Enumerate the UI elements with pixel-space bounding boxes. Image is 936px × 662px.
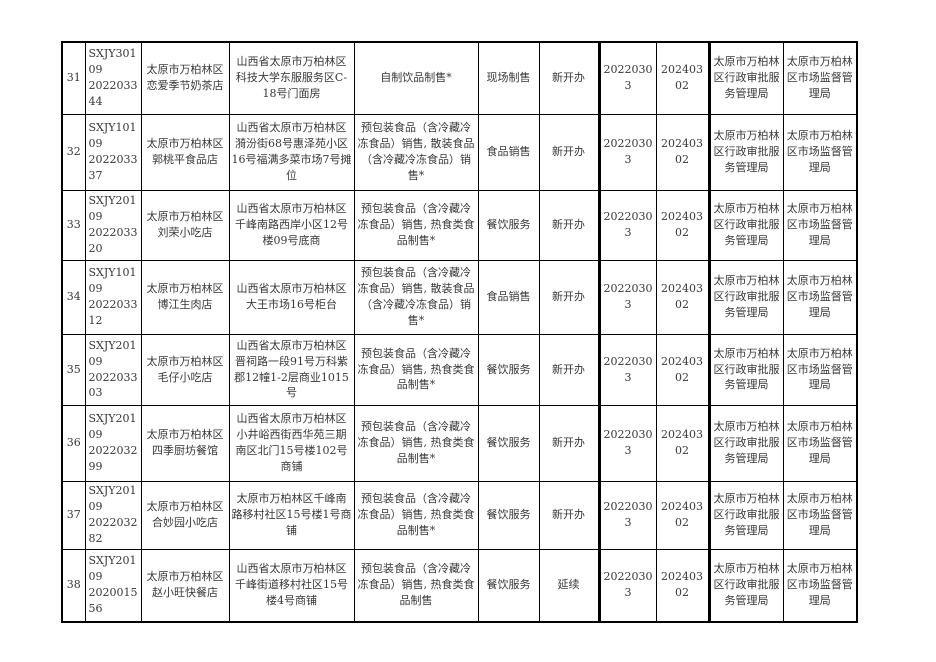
table-row: 36 SXJY20109 202203299 太原市万柏林区四季厨坊餐馆 山西省… [61,404,858,482]
cell-regulatory-authority: 太原市万柏林区市场监督管理局 [782,41,858,115]
cell-operator-name: 太原市万柏林区合妙园小吃店 [140,480,230,550]
cell-license-no: SXJY10109 202203337 [84,113,142,191]
cell-issue-date: 20220303 [597,333,657,406]
license-registry-table: 31 SXJY30109 202203344 太原市万柏林区恋爱季节奶茶店 山西… [61,41,858,623]
cell-license-status: 新开办 [538,41,600,115]
cell-index: 31 [61,41,86,115]
cell-issue-date: 20220303 [597,259,657,335]
cell-regulatory-authority: 太原市万柏林区市场监督管理局 [782,404,858,482]
cell-business-category: 食品销售 [477,259,540,335]
cell-license-status: 新开办 [538,259,600,335]
cell-business-scope: 预包装食品（含冷藏冷冻食品）销售, 热食类食品制售 [353,548,479,623]
cell-operator-name: 太原市万柏林区郭桃平食品店 [140,113,230,191]
cell-regulatory-authority: 太原市万柏林区市场监督管理局 [782,480,858,550]
cell-operator-name: 太原市万柏林区毛仔小吃店 [140,333,230,406]
cell-expiry-date: 20240302 [655,189,710,261]
cell-business-category: 餐饮服务 [477,189,540,261]
cell-issuing-authority: 太原市万柏林区行政审批服务管理局 [707,480,784,550]
cell-operator-name: 太原市万柏林区恋爱季节奶茶店 [140,41,230,115]
cell-business-scope: 自制饮品制售* [353,41,479,115]
table-row: 38 SXJY20109 202001556 太原市万柏林区赵小旺快餐店 山西省… [61,548,858,623]
cell-issuing-authority: 太原市万柏林区行政审批服务管理局 [707,333,784,406]
cell-address: 山西省太原市万柏林区漪汾街68号惠泽苑小区16号福满多菜市场7号摊位 [228,113,355,191]
document-sheet: 31 SXJY30109 202203344 太原市万柏林区恋爱季节奶茶店 山西… [61,41,858,623]
cell-address: 山西省太原市万柏林区小井峪西街西华苑三期南区北门15号楼102号商铺 [228,404,355,482]
cell-business-scope: 预包装食品（含冷藏冷冻食品）销售, 散装食品（含冷藏冷冻食品）销售* [353,113,479,191]
cell-operator-name: 太原市万柏林区赵小旺快餐店 [140,548,230,623]
table-row: 31 SXJY30109 202203344 太原市万柏林区恋爱季节奶茶店 山西… [61,41,858,115]
cell-license-no: SXJY20109 202203303 [84,333,142,406]
cell-expiry-date: 20240302 [655,548,710,623]
cell-address: 山西省太原市万柏林区大王市场16号柜台 [228,259,355,335]
cell-license-status: 新开办 [538,480,600,550]
cell-index: 35 [61,333,86,406]
cell-business-category: 餐饮服务 [477,333,540,406]
cell-business-scope: 预包装食品（含冷藏冷冻食品）销售, 热食类食品制售* [353,333,479,406]
table-row: 37 SXJY20109 202203282 太原市万柏林区合妙园小吃店 太原市… [61,480,858,550]
cell-business-category: 餐饮服务 [477,404,540,482]
cell-regulatory-authority: 太原市万柏林区市场监督管理局 [782,113,858,191]
cell-expiry-date: 20240302 [655,41,710,115]
cell-index: 33 [61,189,86,261]
cell-address: 山西省太原市万柏林区科技大学东服服务区C-18号门面房 [228,41,355,115]
cell-issue-date: 20220303 [597,41,657,115]
cell-business-scope: 预包装食品（含冷藏冷冻食品）销售, 热食类食品制售* [353,480,479,550]
cell-business-scope: 预包装食品（含冷藏冷冻食品）销售, 散装食品（含冷藏冷冻食品）销售* [353,259,479,335]
cell-license-no: SXJY20109 202001556 [84,548,142,623]
cell-expiry-date: 20240302 [655,259,710,335]
cell-issue-date: 20220303 [597,480,657,550]
cell-issuing-authority: 太原市万柏林区行政审批服务管理局 [707,189,784,261]
cell-issuing-authority: 太原市万柏林区行政审批服务管理局 [707,404,784,482]
table-row: 32 SXJY10109 202203337 太原市万柏林区郭桃平食品店 山西省… [61,113,858,191]
cell-license-no: SXJY10109 202203312 [84,259,142,335]
cell-issue-date: 20220303 [597,113,657,191]
cell-regulatory-authority: 太原市万柏林区市场监督管理局 [782,548,858,623]
cell-business-scope: 预包装食品（含冷藏冷冻食品）销售, 热食类食品制售* [353,189,479,261]
cell-issue-date: 20220303 [597,404,657,482]
cell-regulatory-authority: 太原市万柏林区市场监督管理局 [782,189,858,261]
cell-license-status: 新开办 [538,333,600,406]
cell-business-category: 餐饮服务 [477,480,540,550]
cell-regulatory-authority: 太原市万柏林区市场监督管理局 [782,259,858,335]
cell-business-category: 餐饮服务 [477,548,540,623]
cell-business-category: 食品销售 [477,113,540,191]
cell-issue-date: 20220303 [597,189,657,261]
cell-address: 太原市万柏林区千峰南路移村社区15号楼1号商铺 [228,480,355,550]
cell-index: 37 [61,480,86,550]
cell-issuing-authority: 太原市万柏林区行政审批服务管理局 [707,548,784,623]
cell-license-no: SXJY20109 202203282 [84,480,142,550]
table-row: 34 SXJY10109 202203312 太原市万柏林区博江生肉店 山西省太… [61,259,858,335]
cell-index: 38 [61,548,86,623]
cell-license-status: 延续 [538,548,600,623]
cell-expiry-date: 20240302 [655,113,710,191]
cell-issue-date: 20220303 [597,548,657,623]
cell-address: 山西省太原市万柏林区晋祠路一段91号万科紫郡12幢1-2层商业1015号 [228,333,355,406]
cell-operator-name: 太原市万柏林区博江生肉店 [140,259,230,335]
cell-index: 34 [61,259,86,335]
cell-address: 山西省太原市万柏林区千峰南路西岸小区12号楼09号底商 [228,189,355,261]
cell-operator-name: 太原市万柏林区四季厨坊餐馆 [140,404,230,482]
cell-expiry-date: 20240302 [655,333,710,406]
cell-license-status: 新开办 [538,113,600,191]
cell-license-status: 新开办 [538,404,600,482]
cell-expiry-date: 20240302 [655,480,710,550]
cell-address: 山西省太原市万柏林区千峰街道移村社区15号楼4号商铺 [228,548,355,623]
cell-license-no: SXJY20109 202203299 [84,404,142,482]
cell-license-status: 新开办 [538,189,600,261]
cell-business-category: 现场制售 [477,41,540,115]
cell-regulatory-authority: 太原市万柏林区市场监督管理局 [782,333,858,406]
cell-operator-name: 太原市万柏林区刘荣小吃店 [140,189,230,261]
cell-issuing-authority: 太原市万柏林区行政审批服务管理局 [707,41,784,115]
cell-index: 36 [61,404,86,482]
table-row: 35 SXJY20109 202203303 太原市万柏林区毛仔小吃店 山西省太… [61,333,858,406]
cell-index: 32 [61,113,86,191]
cell-license-no: SXJY20109 202203320 [84,189,142,261]
cell-expiry-date: 20240302 [655,404,710,482]
cell-issuing-authority: 太原市万柏林区行政审批服务管理局 [707,113,784,191]
table-row: 33 SXJY20109 202203320 太原市万柏林区刘荣小吃店 山西省太… [61,189,858,261]
cell-license-no: SXJY30109 202203344 [84,41,142,115]
cell-business-scope: 预包装食品（含冷藏冷冻食品）销售, 热食类食品制售* [353,404,479,482]
cell-issuing-authority: 太原市万柏林区行政审批服务管理局 [707,259,784,335]
